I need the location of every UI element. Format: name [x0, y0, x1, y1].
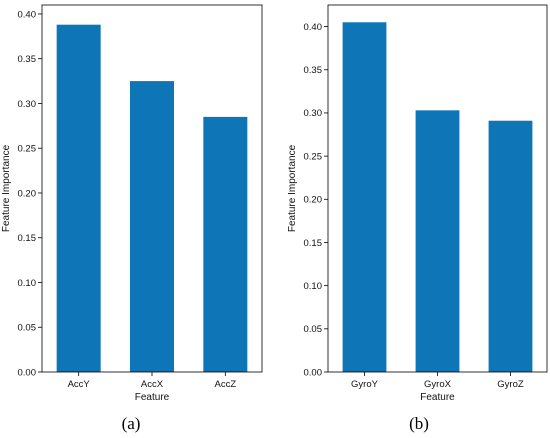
y-tick-label: 0.00: [18, 367, 37, 378]
y-tick-label: 0.40: [18, 9, 37, 20]
y-axis-label: Feature Importance: [1, 144, 12, 232]
x-tick-label: GyroX: [424, 379, 452, 390]
y-axis-label: Feature Importance: [287, 144, 298, 232]
y-tick-label: 0.15: [304, 238, 323, 249]
y-tick-label: 0.35: [304, 65, 323, 76]
x-axis-label: Feature: [135, 392, 170, 403]
panel-caption: (a): [122, 414, 141, 433]
y-tick-label: 0.00: [304, 367, 323, 378]
x-tick-label: AccZ: [215, 379, 237, 390]
y-tick-label: 0.35: [18, 54, 37, 65]
y-tick-label: 0.10: [304, 281, 323, 292]
y-tick-label: 0.15: [18, 233, 37, 244]
bar-gyroz: [488, 120, 533, 372]
chart-panel-1: 0.00 0.05 0.10 0.15 0.20 0.25 0.30 0.35 0.40 AccY…: [1, 4, 263, 433]
x-tick-label: GyroY: [351, 379, 379, 390]
x-tick-label: AccY: [68, 379, 91, 390]
bar-accx: [130, 81, 174, 373]
bar-gyrox: [415, 110, 460, 372]
y-tick-label: 0.10: [18, 278, 37, 289]
bar-accy: [56, 24, 101, 372]
bar-accz: [203, 116, 248, 372]
y-tick-label: 0.40: [304, 22, 323, 33]
y-tick-label: 0.25: [18, 144, 37, 155]
y-tick-label: 0.20: [304, 195, 323, 206]
x-tick-label: AccX: [141, 379, 164, 390]
y-tick-label: 0.25: [304, 151, 323, 162]
y-tick-label: 0.30: [304, 108, 323, 119]
x-axis-label: Feature: [420, 392, 455, 403]
chart-panel-2: 0.00 0.05 0.10 0.15 0.20 0.25 0.30 0.35 0.40 Gyro…: [287, 4, 548, 433]
y-tick-label: 0.30: [18, 99, 37, 110]
panel-caption: (b): [409, 414, 429, 433]
y-tick-label: 0.20: [18, 188, 37, 199]
bar-gyroy: [342, 22, 387, 372]
y-tick-label: 0.05: [304, 324, 323, 335]
y-tick-label: 0.05: [18, 323, 37, 334]
x-tick-label: GyroZ: [497, 379, 524, 390]
